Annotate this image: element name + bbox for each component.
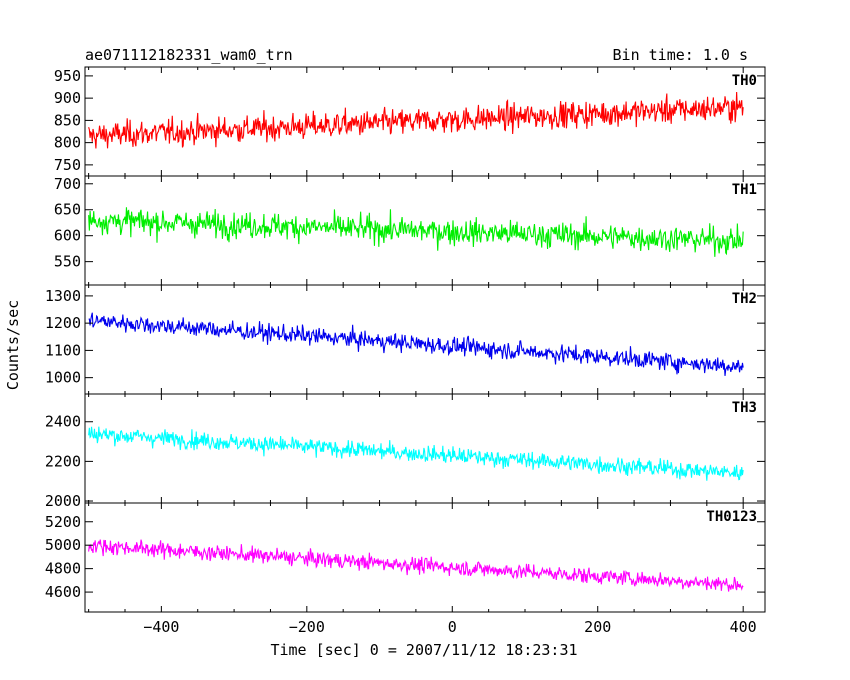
x-tick-label: 400 [730, 618, 757, 636]
y-tick-label: 2000 [45, 492, 81, 510]
y-tick-label: 2200 [45, 452, 81, 470]
y-tick-label: 750 [54, 156, 81, 174]
series-line-th3 [88, 426, 744, 481]
panel-th2: 1000 1100 1200 1300 TH2 [45, 284, 766, 395]
series-line-th1 [88, 207, 744, 257]
y-tick-label: 850 [54, 111, 81, 129]
panel-label-th0: TH0 [732, 73, 757, 89]
x-tick-label: 200 [584, 618, 611, 636]
y-tick-label: 5000 [45, 536, 81, 554]
panel-frame [84, 284, 766, 395]
y-tick-label: 4800 [45, 560, 81, 578]
y-tick-label: 2400 [45, 413, 81, 431]
x-tick-label: 0 [448, 618, 457, 636]
y-tick-label: 1000 [45, 369, 81, 387]
y-tick-label: 700 [54, 175, 81, 193]
y-tick-label: 650 [54, 201, 81, 219]
x-axis-label: Time [sec] 0 = 2007/11/12 18:23:31 [270, 641, 577, 659]
panels-group: 750 800 850 900 950 TH0 550 600 650 700 TH1 1000 110… [45, 66, 766, 636]
panel-label-th1: TH1 [732, 182, 757, 198]
x-tick-label: −200 [289, 618, 325, 636]
y-tick-label: 600 [54, 227, 81, 245]
y-tick-label: 900 [54, 89, 81, 107]
panel-th1: 550 600 650 700 TH1 [54, 175, 766, 286]
panel-frame [84, 66, 766, 177]
panel-th0123: 4600 4800 5000 5200 TH0123 [45, 502, 766, 613]
y-tick-label: 1300 [45, 287, 81, 305]
chart-title: ae071112182331_wam0_trn [85, 46, 293, 64]
y-tick-label: 800 [54, 134, 81, 152]
x-tick-label: −400 [143, 618, 179, 636]
y-tick-label: 550 [54, 253, 81, 271]
y-tick-label: 1100 [45, 341, 81, 359]
bin-time-label: Bin time: 1.0 s [613, 46, 748, 64]
y-tick-label: 5200 [45, 513, 81, 531]
y-axis-label: Counts/sec [4, 300, 22, 390]
panel-frame [84, 502, 766, 613]
panel-label-th0123: TH0123 [706, 509, 757, 525]
series-line-th2 [88, 312, 744, 376]
panel-th3: 2000 2200 2400 TH3 [45, 393, 766, 510]
series-line-th0123 [88, 539, 744, 592]
panel-label-th3: TH3 [732, 400, 757, 416]
panel-label-th2: TH2 [732, 291, 757, 307]
series-line-th0 [88, 91, 744, 149]
y-tick-label: 1200 [45, 314, 81, 332]
y-tick-label: 4600 [45, 583, 81, 601]
panel-th0: 750 800 850 900 950 TH0 [54, 66, 766, 177]
y-tick-label: 950 [54, 67, 81, 85]
